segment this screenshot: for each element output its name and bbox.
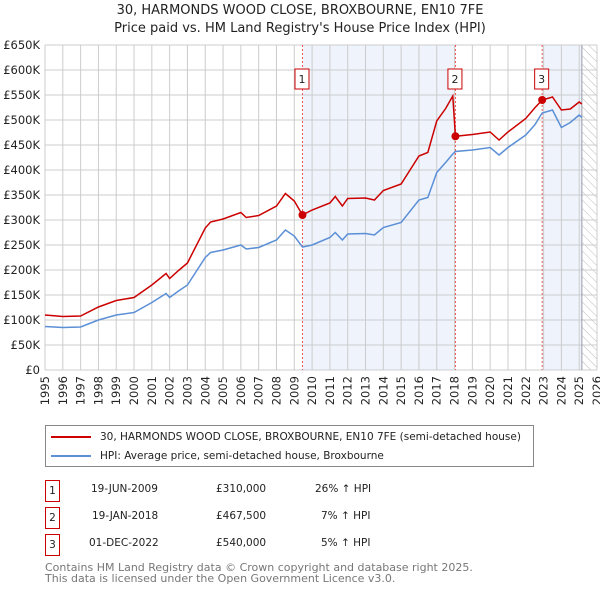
x-tick-label: 2011 [323, 376, 337, 405]
sale-marker-box: 1 [45, 480, 60, 502]
sale-label-number: 2 [451, 73, 458, 86]
legend-label: HPI: Average price, semi-detached house,… [100, 450, 384, 462]
price-chart: £0 £50K £100K £150K £200K £250K £300K £350K £400… [3, 38, 600, 405]
sale-label-box [534, 68, 550, 90]
x-tick-label: 2023 [537, 376, 551, 405]
x-tick-label: 2004 [198, 376, 212, 405]
x-tick-label: 2015 [394, 376, 408, 405]
y-tick-label: £100K [3, 313, 40, 327]
x-tick-label: 2001 [145, 376, 159, 405]
sale-marker-box: 2 [45, 507, 60, 529]
y-tick-label: £500K [3, 113, 40, 127]
hpi-line [44, 109, 583, 329]
sale-label-number: 1 [298, 73, 305, 86]
x-tick-label: 2012 [341, 376, 355, 405]
y-tick-label: £650K [3, 38, 40, 52]
blue-line-swatch [51, 455, 91, 457]
sale-point [298, 211, 307, 219]
sale-label-number: 3 [538, 73, 545, 86]
x-tick-label: 2002 [163, 376, 177, 405]
x-tick-label: 2000 [127, 376, 141, 405]
sale-price: £540,000 [216, 537, 267, 549]
y-tick-label: £250K [3, 238, 40, 252]
red-line-swatch [51, 436, 91, 438]
legend-item-property: 30, HARMONDS WOOD CLOSE, BROXBOURNE, EN1… [51, 431, 521, 443]
x-tick-label: 2021 [501, 376, 515, 405]
x-tick-label: 1997 [74, 376, 88, 405]
x-tick-label: 1999 [109, 376, 123, 405]
copyright-note: Contains HM Land Registry data © Crown c… [45, 561, 473, 574]
shaded-ownership-period [302, 45, 456, 370]
x-tick-label: 2005 [216, 376, 230, 405]
sale-hpi-change: 7% ↑ HPI [321, 510, 371, 522]
y-tick-label: £400K [3, 163, 40, 177]
sale-marker-box: 3 [45, 534, 60, 556]
sale-hpi-change: 26% ↑ HPI [315, 483, 372, 495]
x-tick-label: 1996 [56, 376, 70, 405]
legend-item-hpi: HPI: Average price, semi-detached house,… [51, 450, 384, 462]
sale-point [451, 132, 460, 141]
x-tick-label: 2007 [252, 376, 266, 405]
x-tick-label: 2010 [305, 376, 319, 405]
chart-subtitle: Price paid vs. HM Land Registry's House … [114, 21, 486, 36]
y-tick-label: £450K [3, 138, 40, 152]
x-tick-label: 2013 [359, 376, 373, 405]
x-tick-label: 2003 [180, 376, 194, 405]
legend-label: 30, HARMONDS WOOD CLOSE, BROXBOURNE, EN1… [100, 431, 521, 443]
sale-price: £310,000 [216, 483, 267, 495]
price-paid-line [44, 93, 583, 318]
y-tick-label: £50K [11, 338, 41, 352]
x-tick-label: 2006 [234, 376, 248, 405]
sale-date: 01-DEC-2022 [89, 537, 159, 549]
x-tick-label: 2009 [287, 376, 301, 405]
sale-date: 19-JUN-2009 [91, 483, 158, 495]
x-tick-label: 2017 [430, 376, 444, 405]
sale-point [538, 96, 547, 104]
y-tick-label: £200K [3, 263, 40, 277]
sale-date: 19-JAN-2018 [92, 510, 159, 522]
sale-label-box [447, 68, 463, 90]
legend: 30, HARMONDS WOOD CLOSE, BROXBOURNE, EN1… [45, 425, 534, 467]
x-tick-label: 2025 [572, 376, 586, 405]
x-tick-label: 2016 [412, 376, 426, 405]
x-tick-label: 2024 [554, 376, 568, 405]
x-tick-label: 2014 [376, 376, 390, 405]
x-tick-label: 2020 [483, 376, 497, 405]
x-tick-label: 1995 [38, 376, 52, 405]
licence-note: This data is licensed under the Open Gov… [45, 572, 396, 585]
future-hatch [581, 45, 597, 370]
sale-price: £467,500 [216, 510, 267, 522]
x-tick-label: 2026 [590, 376, 600, 405]
sale-label-box [294, 68, 310, 90]
x-tick-label: 2022 [519, 376, 533, 405]
x-tick-label: 1998 [91, 376, 105, 405]
y-tick-label: £300K [3, 213, 40, 227]
y-tick-label: £350K [3, 188, 40, 202]
x-tick-label: 2008 [269, 376, 283, 405]
shaded-ownership-period [542, 45, 582, 370]
y-tick-label: £0 [25, 363, 40, 377]
x-tick-label: 2019 [465, 376, 479, 405]
chart-title: 30, HARMONDS WOOD CLOSE, BROXBOURNE, EN1… [116, 3, 484, 18]
y-tick-label: £600K [3, 63, 40, 77]
y-tick-label: £150K [3, 288, 40, 302]
x-tick-label: 2018 [448, 376, 462, 405]
y-tick-label: £550K [3, 88, 40, 102]
sale-hpi-change: 5% ↑ HPI [321, 537, 371, 549]
